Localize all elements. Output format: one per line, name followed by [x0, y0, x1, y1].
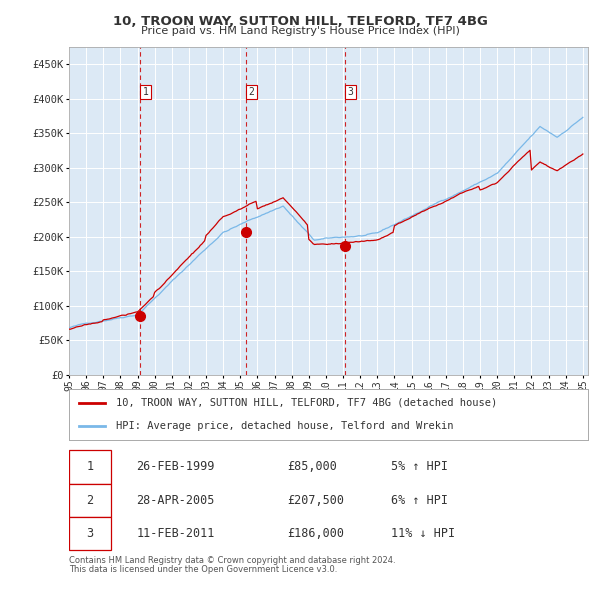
Text: 26-FEB-1999: 26-FEB-1999: [136, 460, 215, 474]
Text: 5% ↑ HPI: 5% ↑ HPI: [391, 460, 448, 474]
Text: HPI: Average price, detached house, Telford and Wrekin: HPI: Average price, detached house, Telf…: [116, 421, 453, 431]
Text: 2: 2: [86, 493, 94, 507]
Text: Price paid vs. HM Land Registry's House Price Index (HPI): Price paid vs. HM Land Registry's House …: [140, 26, 460, 36]
Text: 2: 2: [248, 87, 254, 97]
Text: 3: 3: [86, 526, 94, 540]
Text: £207,500: £207,500: [287, 493, 344, 507]
Text: 11-FEB-2011: 11-FEB-2011: [136, 526, 215, 540]
Text: 1: 1: [86, 460, 94, 474]
Text: 10, TROON WAY, SUTTON HILL, TELFORD, TF7 4BG (detached house): 10, TROON WAY, SUTTON HILL, TELFORD, TF7…: [116, 398, 497, 408]
FancyBboxPatch shape: [69, 451, 110, 484]
Text: £186,000: £186,000: [287, 526, 344, 540]
Text: 28-APR-2005: 28-APR-2005: [136, 493, 215, 507]
Text: 11% ↓ HPI: 11% ↓ HPI: [391, 526, 455, 540]
Text: 1: 1: [143, 87, 149, 97]
Text: This data is licensed under the Open Government Licence v3.0.: This data is licensed under the Open Gov…: [69, 565, 337, 574]
Text: Contains HM Land Registry data © Crown copyright and database right 2024.: Contains HM Land Registry data © Crown c…: [69, 556, 395, 565]
Text: 6% ↑ HPI: 6% ↑ HPI: [391, 493, 448, 507]
Text: 3: 3: [347, 87, 353, 97]
Text: 10, TROON WAY, SUTTON HILL, TELFORD, TF7 4BG: 10, TROON WAY, SUTTON HILL, TELFORD, TF7…: [113, 15, 487, 28]
FancyBboxPatch shape: [69, 517, 110, 550]
Text: £85,000: £85,000: [287, 460, 337, 474]
FancyBboxPatch shape: [69, 484, 110, 517]
